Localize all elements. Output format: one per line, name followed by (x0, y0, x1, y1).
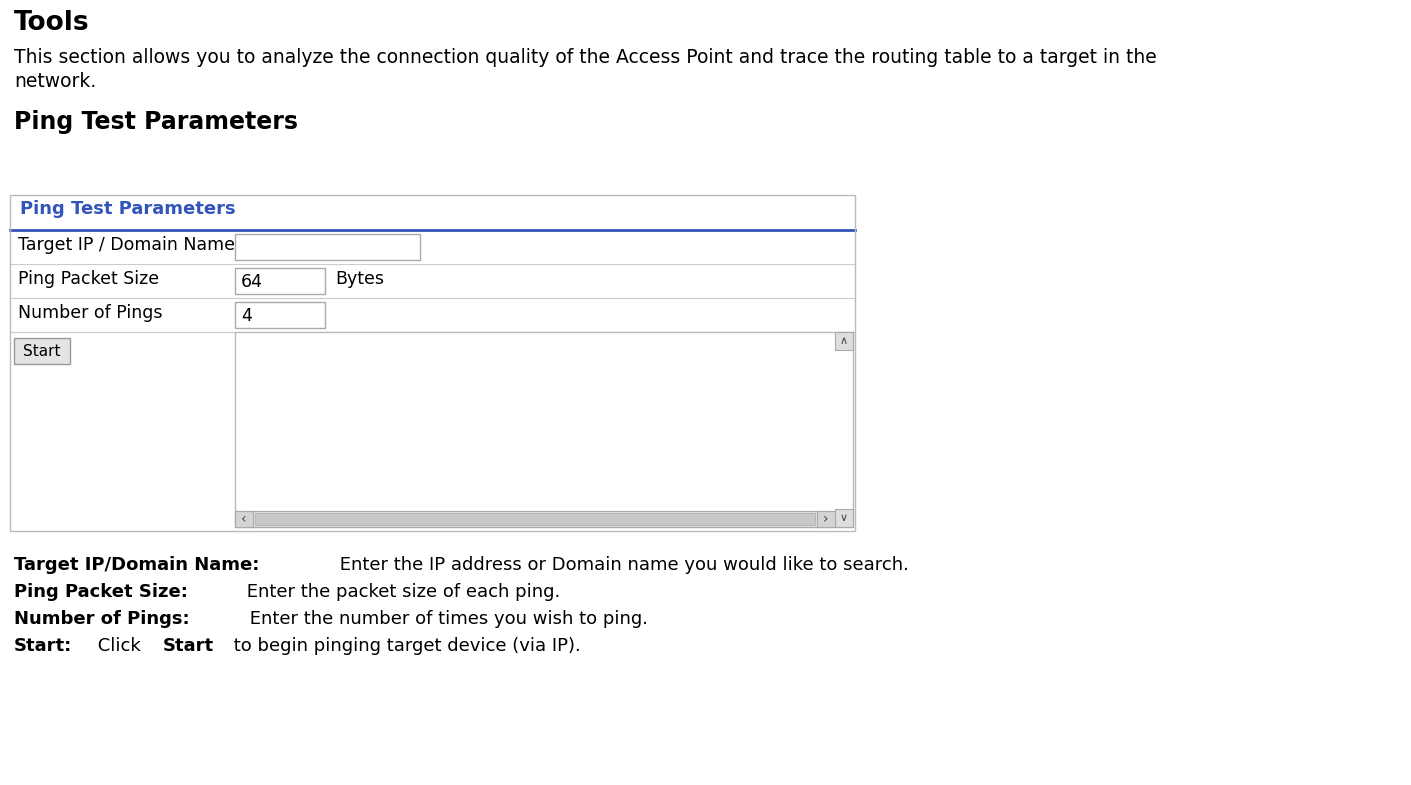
Bar (835, 509, 854, 527)
Text: This section allows you to analyze the connection quality of the Access Point an: This section allows you to analyze the c… (14, 48, 1157, 67)
Text: 4: 4 (241, 307, 253, 325)
Text: Enter the packet size of each ping.: Enter the packet size of each ping. (241, 583, 560, 601)
Text: Ping Test Parameters: Ping Test Parameters (14, 110, 298, 134)
Bar (14, 338, 71, 364)
Text: Ping Test Parameters: Ping Test Parameters (20, 200, 236, 218)
Bar (835, 332, 854, 350)
Text: Ping Packet Size: Ping Packet Size (18, 270, 159, 288)
Bar (10, 195, 855, 531)
Bar (236, 302, 325, 328)
Text: to begin pinging target device (via IP).: to begin pinging target device (via IP). (229, 637, 581, 655)
Text: ‹: ‹ (241, 512, 247, 526)
Text: Click: Click (92, 637, 147, 655)
Text: Target IP/Domain Name:: Target IP/Domain Name: (14, 556, 260, 574)
Text: Tools: Tools (14, 10, 90, 36)
Text: Ping Packet Size:: Ping Packet Size: (14, 583, 188, 601)
Text: Number of Pings:: Number of Pings: (14, 610, 189, 628)
Text: Start: Start (162, 637, 213, 655)
Bar (255, 513, 816, 525)
Bar (236, 511, 253, 527)
Text: 64: 64 (241, 273, 262, 291)
Bar (817, 511, 835, 527)
Text: network.: network. (14, 72, 96, 91)
Bar (236, 511, 835, 527)
Text: ∧: ∧ (840, 336, 848, 346)
Bar (236, 234, 420, 260)
Text: Start:: Start: (14, 637, 72, 655)
Text: Start: Start (23, 344, 61, 359)
Text: ∨: ∨ (840, 513, 848, 523)
Text: Enter the number of times you wish to ping.: Enter the number of times you wish to pi… (244, 610, 648, 628)
Text: Bytes: Bytes (334, 270, 384, 288)
Bar (10, 195, 855, 531)
Text: ›: › (823, 512, 828, 526)
Text: Number of Pings: Number of Pings (18, 304, 162, 322)
Bar (236, 268, 325, 294)
Bar (236, 332, 854, 527)
Text: Target IP / Domain Name: Target IP / Domain Name (18, 236, 236, 254)
Text: Enter the IP address or Domain name you would like to search.: Enter the IP address or Domain name you … (333, 556, 909, 574)
